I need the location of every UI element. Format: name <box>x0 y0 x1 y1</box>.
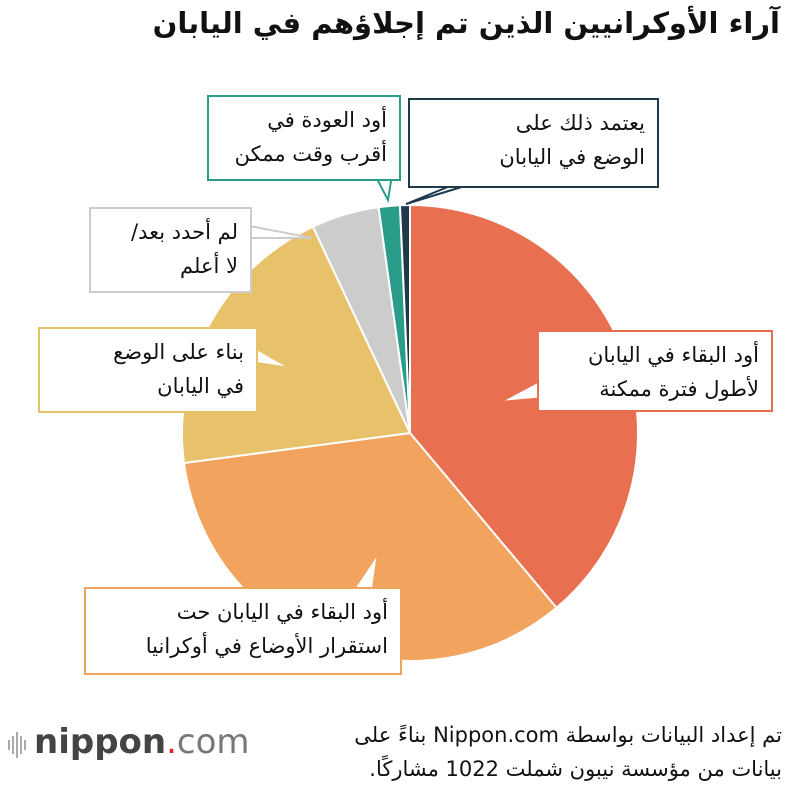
slice-label-3: لم أحدد بعد/ لا أعلم <box>89 207 252 293</box>
label-line: لا أعلم <box>180 254 238 278</box>
slice-label-1: أود البقاء في اليابان حت استقرار الأوضاع… <box>84 587 402 675</box>
label-line: يعتمد ذلك على <box>515 111 645 135</box>
logo-name: nippon <box>34 722 167 762</box>
label-line: استقرار الأوضاع في أوكرانيا <box>145 634 388 658</box>
label-line: في اليابان <box>157 374 244 398</box>
slice-label-2: بناء على الوضع في اليابان <box>38 327 258 413</box>
slice-label-4: أود العودة في أقرب وقت ممكن <box>207 95 401 181</box>
source-line: تم إعداد البيانات بواسطة Nippon.com بناء… <box>354 723 782 747</box>
callout-tail-3 <box>243 223 313 239</box>
slice-label-0: أود البقاء في اليابان لأطول فترة ممكنة <box>537 330 773 412</box>
label-line: لم أحدد بعد/ <box>131 220 238 244</box>
source-line: بيانات من مؤسسة نيبون شملت 1022 مشاركًا. <box>369 757 782 781</box>
logo-bars-icon <box>8 724 28 764</box>
chart-title: آراء الأوكرانيين الذين تم إجلاؤهم في الي… <box>152 6 780 40</box>
nippon-logo: nippon.com <box>8 722 250 764</box>
label-line: بناء على الوضع <box>113 340 244 364</box>
logo-dot: . <box>166 722 177 762</box>
pie-slice-5 <box>398 203 411 434</box>
logo-suffix: com <box>176 722 250 762</box>
label-line: لأطول فترة ممكنة <box>599 377 759 401</box>
source-note: تم إعداد البيانات بواسطة Nippon.com بناء… <box>354 718 782 786</box>
label-line: أقرب وقت ممكن <box>234 142 387 166</box>
label-line: الوضع في اليابان <box>499 145 645 169</box>
label-line: أود العودة في <box>267 108 387 132</box>
slice-label-5: يعتمد ذلك على الوضع في اليابان <box>408 98 659 188</box>
label-line: أود البقاء في اليابان <box>588 343 759 367</box>
label-line: أود البقاء في اليابان حت <box>176 600 388 624</box>
